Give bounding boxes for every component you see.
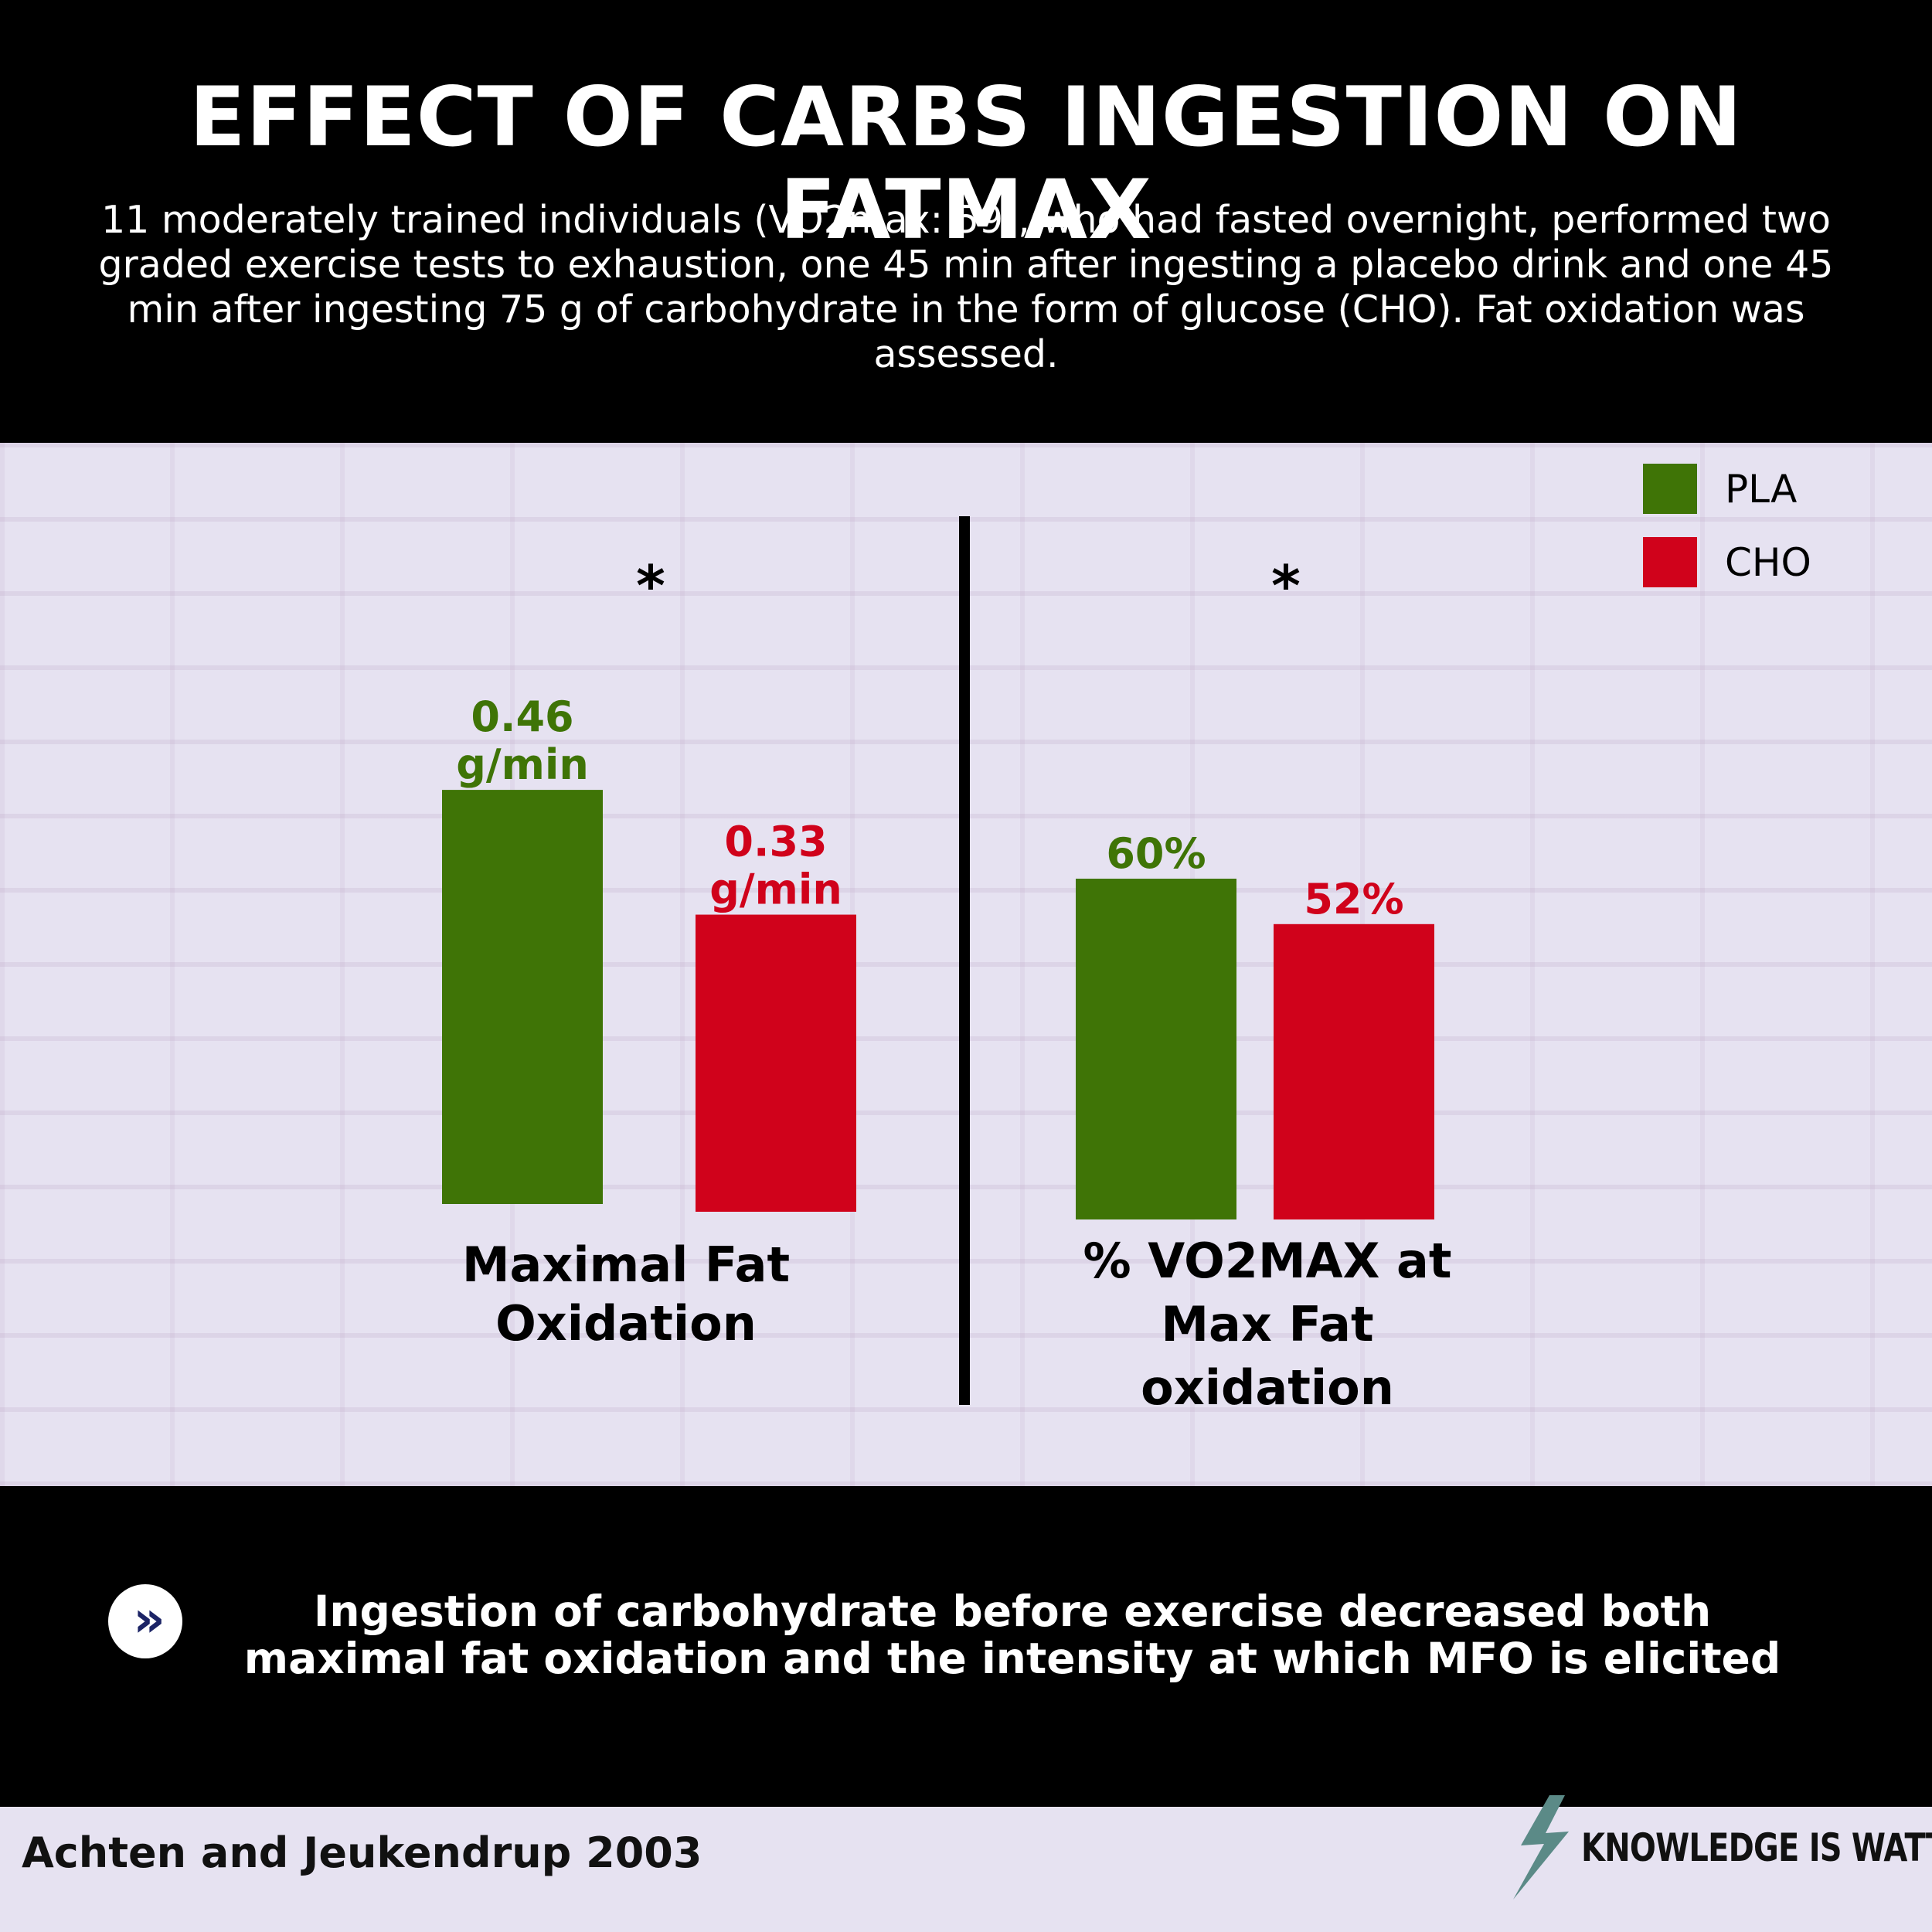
x-axis-label: Max Fat xyxy=(1161,1296,1373,1352)
header: EFFECT OF CARBS INGESTION ON FATMAX 11 m… xyxy=(0,0,1932,443)
lightning-bolt-icon xyxy=(1513,1795,1569,1900)
bar-pla xyxy=(1076,879,1236,1219)
data-label: 0.33 xyxy=(724,818,827,866)
legend-label-pla: PLA xyxy=(1725,467,1797,512)
x-axis-label: Maximal Fat xyxy=(462,1236,790,1293)
data-label: g/min xyxy=(709,866,842,914)
chart-area: 0.46 g/min 0.33 g/min * Maximal Fat Oxidation 6… xyxy=(0,443,1932,1486)
bar-pla xyxy=(442,790,603,1204)
page-subtitle: 11 moderately trained individuals (VO2ma… xyxy=(98,198,1834,376)
bar-cho xyxy=(696,914,856,1212)
conclusion-text: Ingestion of carbohydrate before exercis… xyxy=(243,1587,1781,1683)
page-title: EFFECT OF CARBS INGESTION ON FATMAX xyxy=(189,70,1743,257)
x-axis-label: oxidation xyxy=(1141,1359,1394,1416)
footer-strip xyxy=(0,1807,1932,1932)
legend-label-cho: CHO xyxy=(1725,540,1811,585)
legend-swatch-pla xyxy=(1643,464,1697,514)
legend-swatch-cho xyxy=(1643,537,1697,587)
conclusion-box xyxy=(0,1486,1932,1807)
significance-marker: * xyxy=(1271,553,1301,618)
data-label: g/min xyxy=(456,740,589,789)
chart-divider xyxy=(959,516,970,1405)
double-chevron-right-icon: » xyxy=(108,1584,182,1658)
brand-name: KNOWLEDGE IS WATT xyxy=(1581,1825,1932,1870)
x-axis-label: Oxidation xyxy=(495,1295,757,1352)
x-axis-label: % VO2MAX at xyxy=(1083,1233,1452,1289)
data-label: 0.46 xyxy=(471,692,573,741)
data-label: 52% xyxy=(1304,875,1403,923)
citation: Achten and Jeukendrup 2003 xyxy=(22,1828,702,1877)
significance-marker: * xyxy=(636,553,665,618)
bar-cho xyxy=(1274,923,1434,1219)
data-label: 60% xyxy=(1106,829,1206,878)
